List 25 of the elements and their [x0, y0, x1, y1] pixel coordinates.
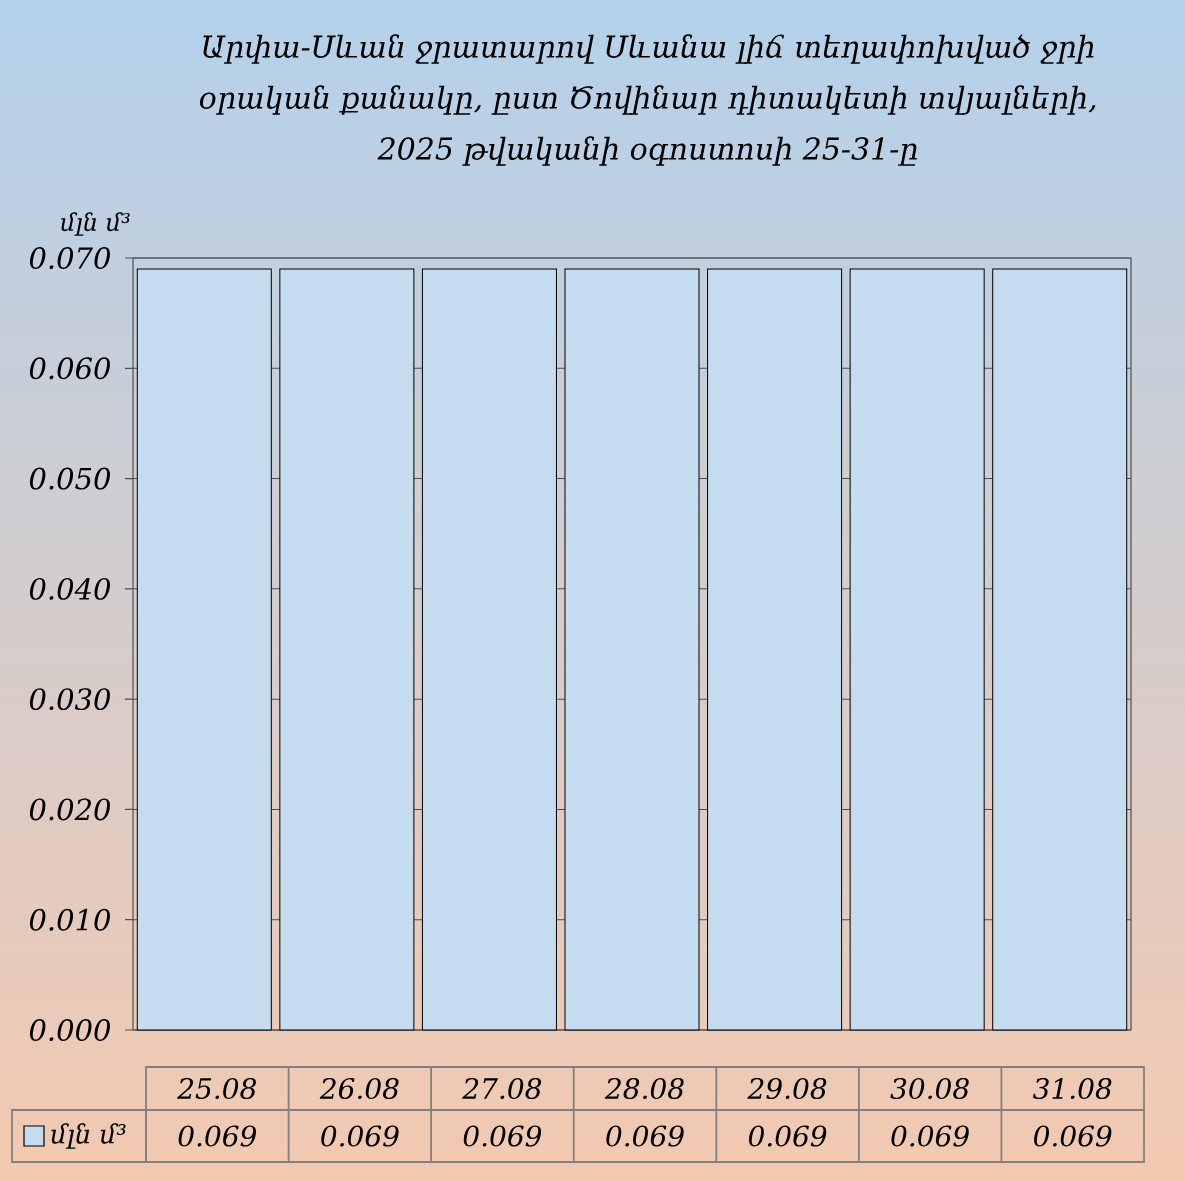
y-tick-label: 0.040: [29, 577, 110, 600]
x-tick-label: 28.08: [604, 1077, 684, 1100]
x-tick-label: 26.08: [319, 1077, 399, 1100]
y-axis-title: մլն մ³: [61, 212, 130, 236]
data-label: 0.069: [178, 1125, 256, 1147]
data-label: 0.069: [606, 1125, 684, 1147]
data-label: 0.069: [1034, 1125, 1112, 1147]
y-tick-label: 0.030: [29, 688, 110, 711]
y-tick-label: 0.000: [29, 1019, 110, 1041]
x-tick-label: 29.08: [747, 1077, 827, 1100]
data-label: 0.069: [748, 1125, 827, 1147]
data-label: 0.069: [891, 1125, 969, 1147]
y-tick-label: 0.050: [29, 467, 110, 490]
data-label: 0.069: [463, 1125, 542, 1147]
x-tick-label: 30.08: [890, 1077, 969, 1100]
legend-label: մլն մ³: [51, 1123, 126, 1149]
x-tick-label: 25.08: [177, 1077, 256, 1100]
y-tick-label: 0.010: [29, 908, 110, 931]
x-tick-label: 27.08: [462, 1077, 542, 1100]
x-tick-label: 31.08: [1032, 1077, 1112, 1100]
y-tick-label: 0.070: [29, 247, 110, 269]
y-tick-label: 0.060: [29, 357, 110, 380]
data-label: 0.069: [321, 1125, 399, 1147]
chart-title: Արփա-Սևան ջրատարով Սևանա լիճ տեղափոխված ջրի օրական քանակը, ըստ Ծովինար դիտակետի տվյալների, 2025 թվականի օգոստոսի 25-31-ը: [199, 34, 1096, 166]
y-tick-label: 0.020: [29, 798, 110, 821]
